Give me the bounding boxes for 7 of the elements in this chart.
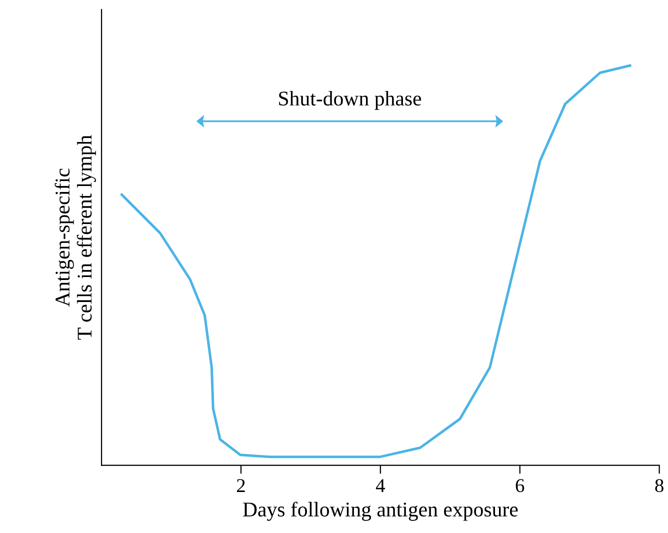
x-tick-label: 8 (655, 479, 664, 492)
x-tick-label: 4 (376, 479, 385, 492)
x-axis-title: Days following antigen exposure (243, 502, 518, 521)
annotation: Shut-down phase (279, 90, 422, 110)
x-tick-label: 2 (236, 479, 245, 492)
x-tick-label: 6 (516, 479, 524, 492)
y-axis-title: Antigen-specific T cells in efferent lymph (54, 135, 96, 340)
